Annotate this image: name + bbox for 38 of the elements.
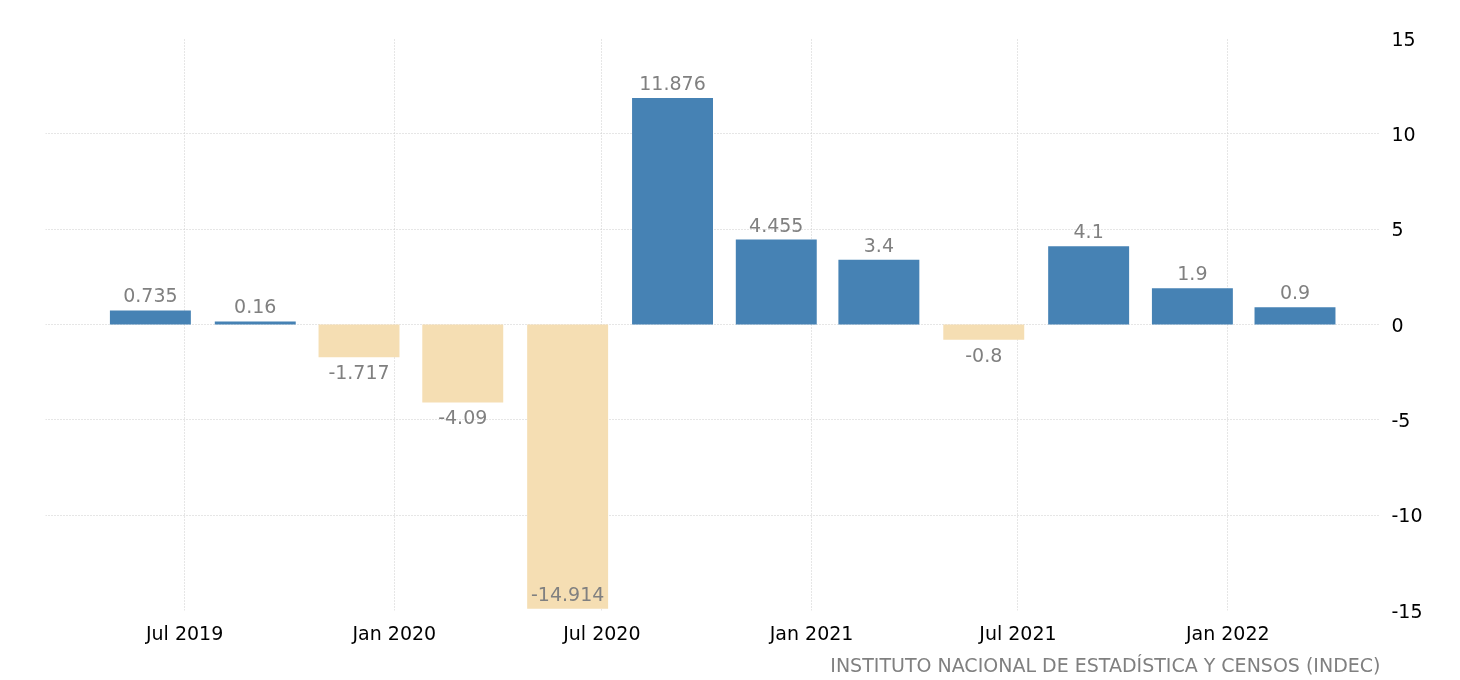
bar	[838, 259, 920, 325]
data-label: 3.4	[863, 233, 894, 256]
data-label: 4.1	[1073, 220, 1104, 243]
data-label: 1.9	[1177, 262, 1208, 285]
text: INSTITUTO NACIONAL DE ESTADÍSTICA Y CENSOS (INDEC)	[830, 653, 1381, 676]
x-tick-label: Jul 2019	[144, 621, 224, 644]
y-tick-label: 15	[1391, 27, 1416, 50]
data-label: 4.455	[749, 213, 804, 236]
data-label: -0.8	[965, 343, 1003, 366]
bar	[1254, 307, 1336, 325]
bar	[109, 310, 191, 325]
y-tick-label: -5	[1391, 408, 1411, 431]
y-tick-label: 0	[1391, 313, 1404, 336]
x-tick-label: Jan 2022	[1184, 621, 1270, 644]
data-label: 0.735	[123, 284, 178, 307]
bar	[1151, 288, 1233, 325]
bar	[943, 324, 1025, 340]
bar	[632, 98, 713, 325]
bar	[527, 324, 609, 609]
y-tick-label: -10	[1391, 504, 1423, 527]
y-tick-label: -15	[1391, 599, 1423, 622]
bar	[422, 324, 504, 403]
bar	[214, 321, 296, 325]
x-tick-label: Jul 2021	[978, 621, 1057, 644]
data-label: 0.9	[1279, 281, 1311, 304]
bar	[735, 239, 817, 325]
data-label: -4.09	[438, 406, 488, 429]
x-tick-label: Jul 2020	[562, 621, 641, 644]
data-label: -14.914	[530, 582, 605, 605]
bar	[1048, 246, 1130, 325]
data-label: 0.16	[234, 295, 277, 318]
x-tick-label: Jan 2021	[768, 621, 854, 644]
y-tick-label: 5	[1391, 218, 1404, 241]
data-label: 11.876	[639, 72, 706, 95]
data-label: -1.717	[328, 361, 390, 384]
bar	[318, 324, 400, 358]
x-tick-label: Jan 2020	[351, 621, 437, 644]
y-tick-label: 10	[1391, 122, 1416, 145]
